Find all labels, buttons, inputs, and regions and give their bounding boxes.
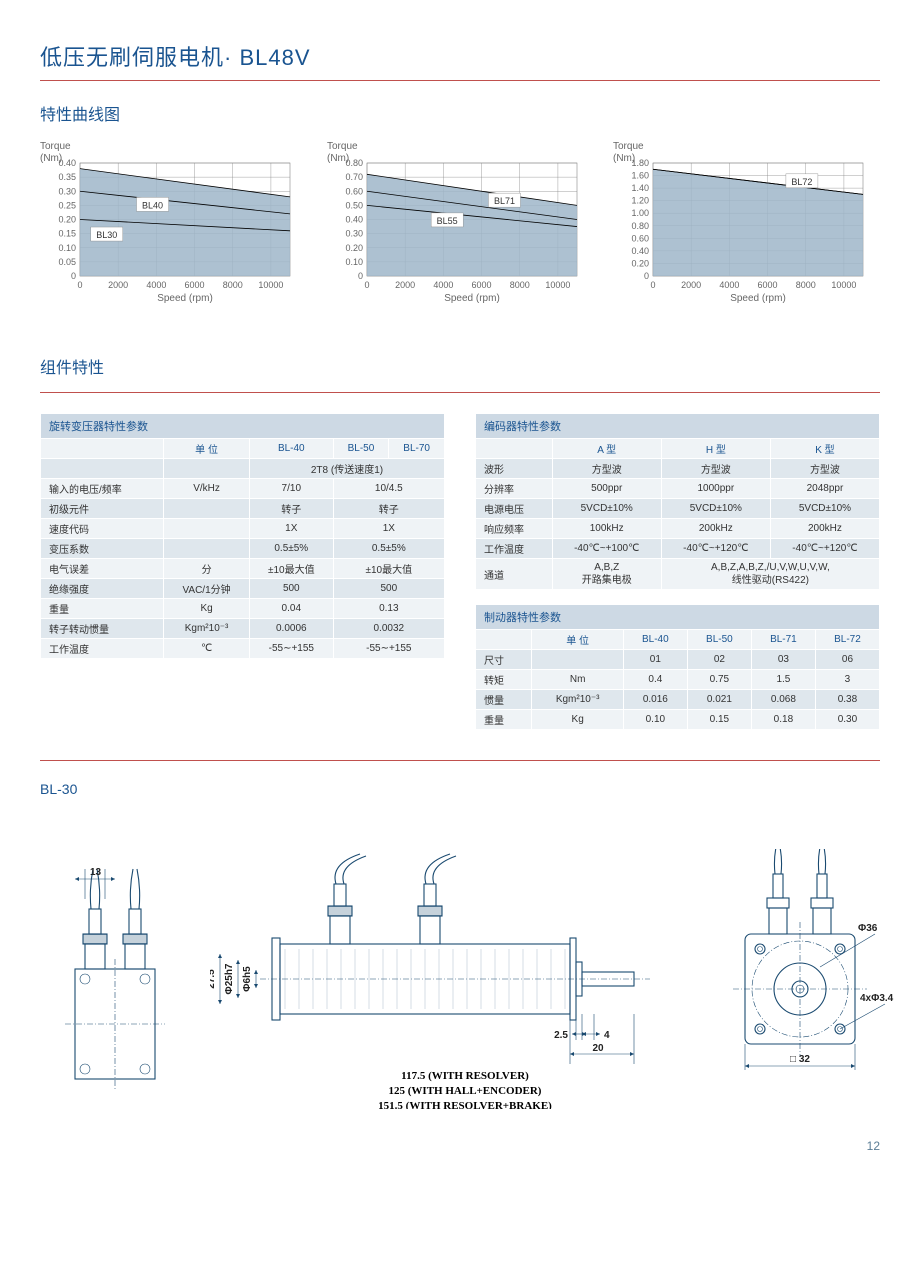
svg-text:0.40: 0.40 — [345, 215, 363, 225]
page-number: 12 — [40, 1139, 880, 1153]
svg-text:Speed (rpm): Speed (rpm) — [731, 293, 787, 304]
svg-text:0.80: 0.80 — [632, 221, 650, 231]
drawing-side-main: 27.5 Φ25h7 Φ6h5 2.5 420 117.5 (WITH RESOLVER)… — [210, 849, 680, 1109]
svg-text:125 (WITH HALL+ENCODER): 125 (WITH HALL+ENCODER) — [389, 1085, 542, 1097]
svg-text:0.35: 0.35 — [58, 172, 76, 182]
svg-text:0.50: 0.50 — [345, 200, 363, 210]
section-components-title: 组件特性 — [40, 354, 880, 378]
svg-text:8000: 8000 — [509, 280, 529, 290]
svg-text:Speed (rpm): Speed (rpm) — [157, 293, 213, 304]
svg-text:2.5: 2.5 — [554, 1030, 568, 1041]
svg-text:0.40: 0.40 — [58, 158, 76, 168]
svg-text:2000: 2000 — [682, 280, 702, 290]
svg-text:1.60: 1.60 — [632, 171, 650, 181]
drawings-row: 13 27.5 Φ25h7 Φ6h5 2.5 420 117.5 (WITH RESOLV… — [40, 809, 880, 1109]
svg-text:117.5 (WITH RESOLVER): 117.5 (WITH RESOLVER) — [401, 1070, 529, 1082]
svg-text:4: 4 — [604, 1030, 610, 1041]
svg-text:0.40: 0.40 — [632, 246, 650, 256]
svg-text:0: 0 — [644, 271, 649, 281]
chart-1: Torque(Nm)00.050.100.150.200.250.300.350… — [40, 139, 307, 304]
resolver-table: 旋转变压器特性参数单 位BL-40BL-50BL-702T8 (传送速度1)输入… — [40, 413, 445, 659]
svg-text:2000: 2000 — [395, 280, 415, 290]
svg-text:BL30: BL30 — [96, 230, 117, 240]
chart-2: Torque(Nm)00.100.200.300.400.500.600.700… — [327, 139, 594, 304]
svg-text:1.80: 1.80 — [632, 158, 650, 168]
svg-text:0.20: 0.20 — [632, 258, 650, 268]
charts-row: Torque(Nm)00.050.100.150.200.250.300.350… — [40, 139, 880, 304]
svg-text:Φ25h7: Φ25h7 — [224, 963, 235, 994]
svg-text:0: 0 — [71, 271, 76, 281]
svg-text:8000: 8000 — [223, 280, 243, 290]
tables-col-left: 旋转变压器特性参数单 位BL-40BL-50BL-702T8 (传送速度1)输入… — [40, 413, 445, 730]
svg-text:Φ6h5: Φ6h5 — [242, 966, 253, 992]
svg-text:Torque: Torque — [613, 141, 644, 152]
svg-text:0.05: 0.05 — [58, 257, 76, 267]
svg-text:0.20: 0.20 — [58, 215, 76, 225]
svg-text:1.00: 1.00 — [632, 208, 650, 218]
svg-text:13: 13 — [90, 867, 102, 878]
svg-text:6000: 6000 — [185, 280, 205, 290]
svg-text:10000: 10000 — [545, 280, 570, 290]
svg-text:4000: 4000 — [146, 280, 166, 290]
svg-text:20: 20 — [592, 1043, 604, 1054]
svg-text:0: 0 — [358, 271, 363, 281]
svg-text:1.20: 1.20 — [632, 196, 650, 206]
svg-text:4xΦ3.4: 4xΦ3.4 — [860, 993, 894, 1004]
encoder-table: 编码器特性参数A 型H 型K 型波形方型波方型波方型波分辨率500ppr1000… — [475, 413, 880, 590]
svg-text:0: 0 — [651, 280, 656, 290]
svg-text:6000: 6000 — [471, 280, 491, 290]
svg-text:0.20: 0.20 — [345, 243, 363, 253]
svg-text:BL71: BL71 — [494, 196, 515, 206]
svg-text:0.30: 0.30 — [58, 186, 76, 196]
svg-text:0.10: 0.10 — [58, 243, 76, 253]
brake-table: 制动器特性参数单 位BL-40BL-50BL-71BL-72尺寸01020306… — [475, 604, 880, 730]
svg-text:0.60: 0.60 — [632, 233, 650, 243]
chart-3: Torque(Nm)00.200.400.600.801.001.201.401… — [613, 139, 880, 304]
svg-text:Speed (rpm): Speed (rpm) — [444, 293, 500, 304]
svg-text:0: 0 — [77, 280, 82, 290]
svg-text:151.5 (WITH RESOLVER+BRAKE): 151.5 (WITH RESOLVER+BRAKE) — [378, 1100, 552, 1109]
svg-text:2000: 2000 — [108, 280, 128, 290]
svg-text:BL55: BL55 — [436, 216, 457, 226]
svg-text:Torque: Torque — [40, 141, 71, 152]
tables-row: 旋转变压器特性参数单 位BL-40BL-50BL-702T8 (传送速度1)输入… — [40, 413, 880, 730]
svg-text:1.40: 1.40 — [632, 183, 650, 193]
svg-text:0.30: 0.30 — [345, 229, 363, 239]
drawing-front: Φ36 4xΦ3.4 □ 32 — [710, 849, 900, 1109]
svg-text:10000: 10000 — [832, 280, 857, 290]
svg-text:Torque: Torque — [327, 141, 358, 152]
svg-text:□ 32: □ 32 — [790, 1054, 810, 1065]
title-divider — [40, 80, 880, 81]
svg-text:10000: 10000 — [258, 280, 283, 290]
components-divider — [40, 392, 880, 393]
svg-text:0.15: 0.15 — [58, 229, 76, 239]
tables-col-right: 编码器特性参数A 型H 型K 型波形方型波方型波方型波分辨率500ppr1000… — [475, 413, 880, 730]
svg-text:BL72: BL72 — [792, 177, 813, 187]
svg-text:6000: 6000 — [758, 280, 778, 290]
svg-text:4000: 4000 — [720, 280, 740, 290]
svg-text:0.80: 0.80 — [345, 158, 363, 168]
svg-text:8000: 8000 — [796, 280, 816, 290]
drawing-divider — [40, 760, 880, 761]
svg-text:0.25: 0.25 — [58, 200, 76, 210]
svg-text:Φ36: Φ36 — [858, 923, 878, 934]
svg-text:27.5: 27.5 — [210, 969, 217, 989]
page-title: 低压无刷伺服电机· BL48V — [40, 40, 880, 72]
section-curves-title: 特性曲线图 — [40, 101, 880, 125]
svg-text:0: 0 — [364, 280, 369, 290]
svg-text:BL40: BL40 — [142, 200, 163, 210]
svg-text:0.70: 0.70 — [345, 172, 363, 182]
drawing-side-left: 13 — [40, 849, 180, 1109]
svg-text:0.60: 0.60 — [345, 186, 363, 196]
bl30-title: BL-30 — [40, 781, 880, 797]
svg-text:0.10: 0.10 — [345, 257, 363, 267]
svg-text:4000: 4000 — [433, 280, 453, 290]
